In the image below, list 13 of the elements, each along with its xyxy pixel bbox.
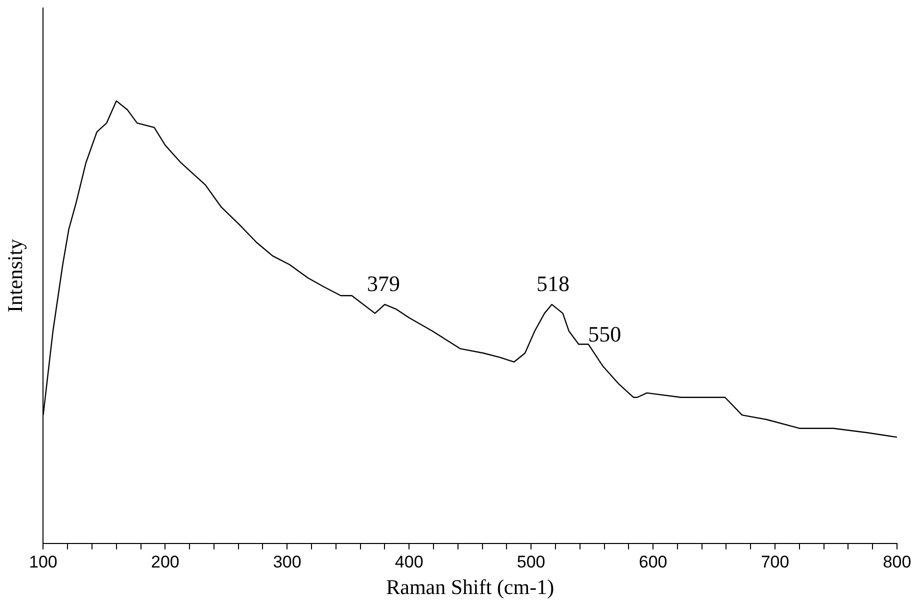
annotation: 518 <box>536 271 570 296</box>
x-tick-label: 800 <box>882 552 912 572</box>
x-tick-label: 500 <box>516 552 546 572</box>
x-tick-label: 300 <box>272 552 302 572</box>
annotation: 379 <box>367 271 400 296</box>
x-tick-label: 600 <box>638 552 668 572</box>
x-tick-label: 700 <box>760 552 790 572</box>
x-tick-label: 200 <box>150 552 180 572</box>
annotation: 550 <box>588 321 622 346</box>
x-axis-title: Raman Shift (cm-1) <box>386 574 554 599</box>
y-axis-title: Intensity <box>3 238 28 312</box>
x-tick-label: 400 <box>394 552 424 572</box>
x-tick-label: 100 <box>29 552 58 572</box>
